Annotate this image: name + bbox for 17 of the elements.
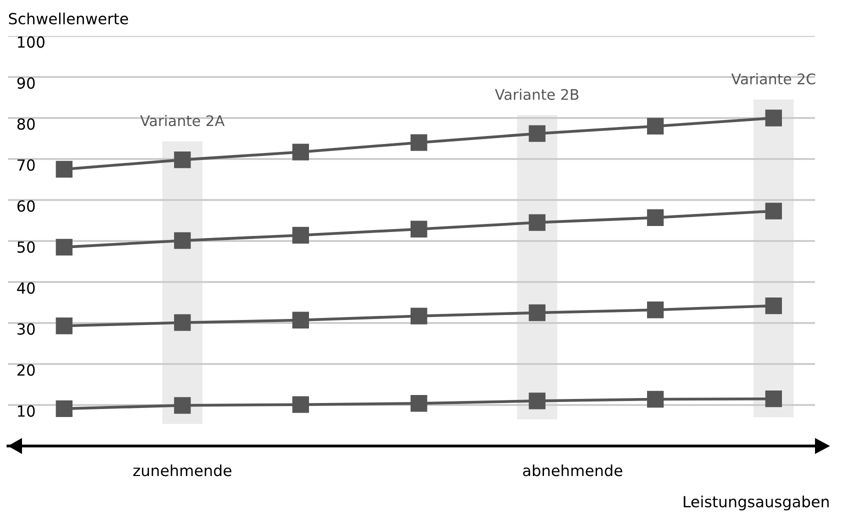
annotation: Variante 2C [731, 73, 816, 84]
text: zunehmende [133, 464, 232, 476]
y-tick-label: 100 [18, 36, 44, 48]
y-tick-label: 30 [18, 323, 35, 335]
y-axis-title: Schwellenwerte [9, 12, 128, 24]
x-axis-title: Leistungsausgaben [684, 496, 829, 510]
y-tick-label: 10 [18, 405, 35, 417]
y-tick-label: 70 [18, 159, 35, 171]
text: abnehmende [523, 464, 622, 476]
y-tick-label: 80 [17, 118, 35, 130]
annotation: Variante 2B [494, 88, 578, 100]
y-tick-label: 60 [17, 200, 35, 212]
y-tick-label: 50 [18, 241, 35, 253]
y-tick-label: 90 [17, 77, 35, 89]
y-tick-label: 40 [17, 282, 35, 294]
y-tick-label: 20 [17, 364, 35, 376]
annotation: Variante 2A [140, 114, 225, 126]
